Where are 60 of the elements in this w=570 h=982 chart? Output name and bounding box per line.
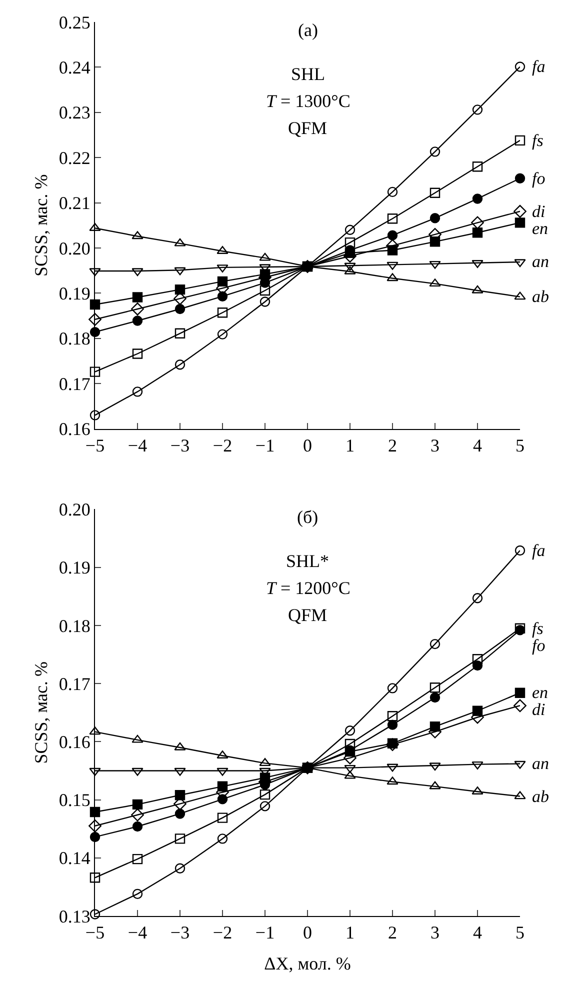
series-label: fo — [532, 169, 546, 188]
annotation: QFM — [288, 605, 328, 625]
x-tick-label: −4 — [128, 435, 148, 456]
y-axis-title: SCSS, мас. % — [31, 661, 52, 764]
y-tick-label: 0.15 — [58, 790, 90, 810]
x-tick-label: 4 — [473, 922, 482, 943]
x-tick-label: 5 — [516, 922, 524, 943]
y-axis-title: SCSS, мас. % — [31, 174, 52, 277]
y-tick-label: 0.20 — [58, 238, 90, 258]
annotation: (a) — [298, 20, 318, 40]
series-label: fa — [532, 541, 546, 560]
x-tick-label: 1 — [346, 922, 354, 943]
y-tick-label: 0.16 — [58, 732, 90, 752]
series-label: fs — [532, 619, 544, 638]
x-tick-label: 4 — [473, 435, 482, 456]
annotation: T = 1300°C — [266, 91, 350, 111]
x-tick-label: −1 — [255, 435, 275, 456]
annotation: SHL — [291, 64, 326, 84]
y-tick-label: 0.18 — [58, 616, 90, 636]
series-label: an — [532, 754, 549, 773]
x-tick-label: 3 — [430, 922, 440, 943]
series-label: en — [532, 219, 548, 238]
series-label: fs — [532, 131, 544, 150]
x-tick-label: 2 — [388, 435, 397, 456]
y-tick-label: 0.24 — [58, 58, 90, 78]
y-tick-label: 0.19 — [58, 558, 90, 578]
y-tick-label: 0.19 — [58, 283, 90, 304]
series-label: en — [532, 683, 548, 702]
x-tick-label: −4 — [128, 922, 148, 943]
x-tick-label: −3 — [170, 435, 190, 456]
series-label: ab — [532, 287, 549, 306]
y-tick-label: 0.17 — [58, 374, 90, 394]
x-tick-label: 3 — [430, 435, 440, 456]
x-tick-label: −1 — [255, 922, 275, 943]
series-label: ab — [532, 787, 549, 806]
x-tick-label: 1 — [346, 435, 354, 456]
annotation: (б) — [297, 507, 318, 527]
x-tick-label: −2 — [212, 435, 232, 456]
x-tick-label: 2 — [388, 922, 397, 943]
y-tick-label: 0.25 — [58, 12, 90, 32]
annotation: T = 1200°C — [266, 578, 350, 598]
y-tick-label: 0.23 — [58, 102, 90, 123]
y-tick-label: 0.20 — [58, 500, 90, 520]
series-label: di — [532, 700, 546, 719]
x-tick-label: 5 — [516, 435, 524, 456]
x-tick-label: 0 — [303, 922, 312, 943]
y-tick-label: 0.22 — [58, 148, 90, 168]
x-axis-title: ΔX, мол. % — [264, 954, 351, 974]
y-tick-label: 0.14 — [58, 848, 90, 868]
x-tick-label: −2 — [212, 922, 232, 943]
x-tick-label: −3 — [170, 922, 190, 943]
series-label: fa — [532, 57, 546, 76]
annotation: QFM — [288, 118, 328, 138]
y-tick-label: 0.18 — [58, 328, 90, 349]
y-tick-label: 0.17 — [58, 674, 90, 694]
series-label: di — [532, 202, 546, 221]
x-tick-label: 0 — [303, 435, 312, 456]
y-tick-label: 0.21 — [58, 193, 90, 214]
series-label: an — [532, 252, 549, 271]
annotation: SHL* — [286, 551, 330, 571]
